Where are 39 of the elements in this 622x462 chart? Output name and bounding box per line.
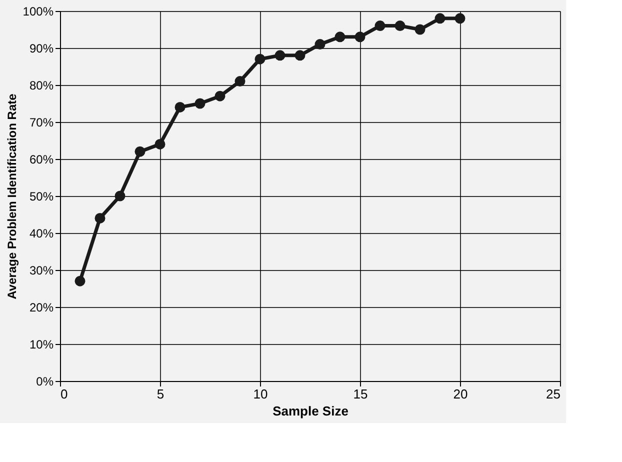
point <box>274 50 286 61</box>
x-tick-label: 10 <box>253 386 268 402</box>
y-tick-label: 0% <box>36 374 54 388</box>
point <box>314 39 326 50</box>
y-tick-label: 60% <box>29 152 54 166</box>
x-tick-label: 25 <box>546 386 560 402</box>
y-tick-label: 100% <box>22 4 54 18</box>
y-axis-title: Average Problem Identification Rate <box>4 93 19 300</box>
y-tick-label: 80% <box>29 78 54 92</box>
x-tick-label: 20 <box>453 386 468 402</box>
point <box>414 24 426 35</box>
point <box>154 138 166 150</box>
point <box>174 102 186 112</box>
point <box>254 54 266 64</box>
point <box>294 50 306 61</box>
y-tick-label: 40% <box>29 226 54 240</box>
y-tick-label: 50% <box>29 190 54 204</box>
y-tick-label: 70% <box>29 116 54 130</box>
point <box>134 146 146 157</box>
point <box>394 20 406 32</box>
point <box>194 98 206 109</box>
point <box>114 190 126 202</box>
x-tick-label: 5 <box>156 386 164 402</box>
point <box>334 32 346 42</box>
x-tick-label: 15 <box>353 386 368 402</box>
point <box>374 20 386 32</box>
y-tick-label: 90% <box>29 42 54 56</box>
x-tick-label: 0 <box>60 386 68 402</box>
point <box>354 32 366 42</box>
y-tick-label: 20% <box>29 300 54 314</box>
point <box>94 212 106 224</box>
point <box>74 276 86 286</box>
point <box>454 13 466 24</box>
y-tick-label: 30% <box>29 264 54 278</box>
y-tick-label: 10% <box>29 338 54 352</box>
point <box>214 90 226 102</box>
x-axis-title: Sample Size <box>272 404 348 418</box>
point <box>434 13 446 24</box>
point <box>234 76 246 87</box>
